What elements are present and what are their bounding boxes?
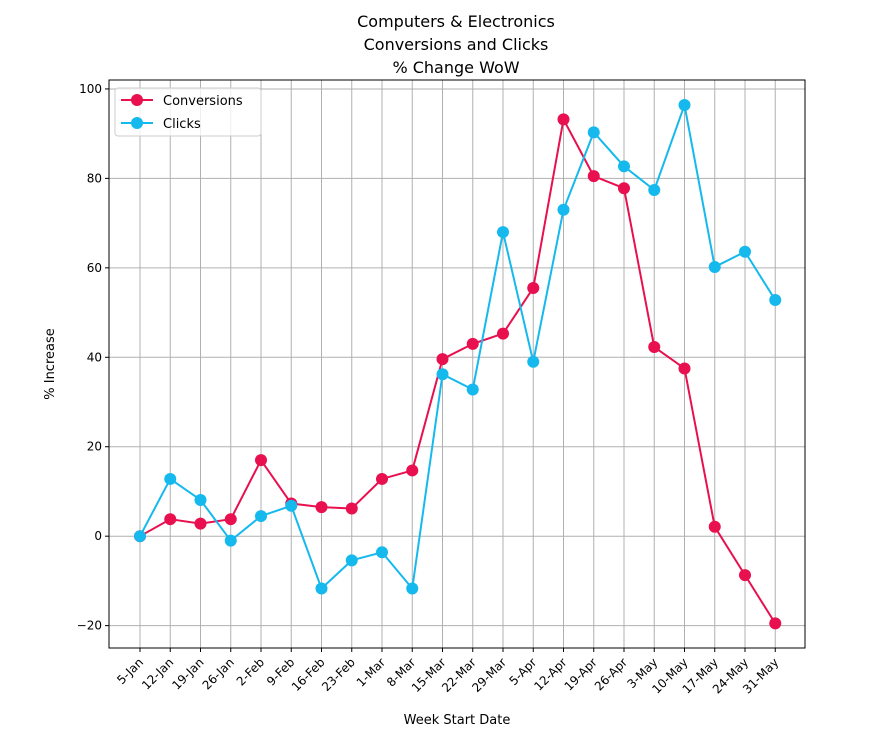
x-tick-label: 12-Apr bbox=[531, 655, 569, 693]
data-point-conversions bbox=[466, 337, 479, 350]
x-tick-label: 1-Mar bbox=[354, 655, 388, 689]
data-point-conversions bbox=[224, 513, 237, 526]
x-tick-label: 26-Apr bbox=[592, 655, 630, 693]
data-point-conversions bbox=[769, 617, 782, 630]
data-point-conversions bbox=[406, 464, 419, 477]
y-tick-label: 80 bbox=[87, 171, 102, 185]
data-point-clicks bbox=[497, 226, 509, 239]
chart-title-line-2: Conversions and Clicks bbox=[364, 35, 549, 54]
legend-swatch-marker bbox=[131, 117, 143, 129]
data-point-conversions bbox=[527, 281, 540, 294]
axis-ticks: 5-Jan12-Jan19-Jan26-Jan2-Feb9-Feb16-Feb2… bbox=[77, 82, 782, 697]
data-point-clicks bbox=[255, 510, 267, 523]
data-point-clicks bbox=[194, 493, 207, 506]
y-tick-label: 0 bbox=[94, 529, 102, 543]
data-point-conversions bbox=[497, 327, 509, 340]
data-point-clicks bbox=[285, 499, 298, 512]
legend-label: Conversions bbox=[163, 94, 243, 109]
y-tick-label: 20 bbox=[87, 440, 102, 454]
data-point-clicks bbox=[376, 546, 388, 559]
legend-item-conversions: Conversions bbox=[121, 94, 243, 109]
data-point-clicks bbox=[557, 203, 570, 216]
data-point-conversions bbox=[376, 472, 388, 485]
legend-item-clicks: Clicks bbox=[121, 117, 201, 132]
data-point-clicks bbox=[618, 160, 630, 173]
data-point-clicks bbox=[224, 534, 237, 547]
y-tick-label: 60 bbox=[87, 261, 102, 275]
x-tick-label: 19-Jan bbox=[169, 655, 206, 692]
data-point-clicks bbox=[587, 126, 600, 139]
data-point-clicks bbox=[345, 554, 358, 567]
data-point-clicks bbox=[678, 99, 691, 112]
x-tick-label: 19-Apr bbox=[562, 655, 600, 693]
data-point-conversions bbox=[618, 182, 630, 195]
data-point-conversions bbox=[255, 454, 267, 467]
data-point-conversions bbox=[345, 502, 358, 515]
chart-title-line-3: % Change WoW bbox=[392, 58, 519, 77]
y-tick-label: 100 bbox=[79, 82, 102, 96]
data-point-conversions bbox=[164, 513, 177, 526]
series-line-conversions bbox=[139, 118, 777, 624]
series-clicks bbox=[134, 99, 782, 595]
data-point-clicks bbox=[769, 294, 782, 307]
data-point-clicks bbox=[527, 355, 540, 368]
x-tick-label: 23-Feb bbox=[319, 655, 358, 694]
y-axis-label: % Increase bbox=[43, 328, 58, 400]
legend-label: Clicks bbox=[163, 117, 201, 132]
series-line-clicks bbox=[139, 104, 777, 590]
data-point-clicks bbox=[164, 472, 177, 485]
x-tick-label: 12-Jan bbox=[139, 655, 176, 692]
data-point-conversions bbox=[708, 520, 721, 533]
y-tick-label: 40 bbox=[87, 350, 102, 364]
series-layer bbox=[134, 99, 782, 630]
data-point-clicks bbox=[406, 582, 419, 595]
chart-title: Computers & Electronics Conversions and … bbox=[357, 12, 555, 77]
data-point-clicks bbox=[648, 184, 661, 197]
grid bbox=[109, 80, 805, 648]
legend-swatch-marker bbox=[131, 94, 143, 106]
data-point-clicks bbox=[436, 368, 449, 381]
x-tick-label: 2-Feb bbox=[234, 655, 267, 688]
data-point-clicks bbox=[134, 530, 146, 543]
data-point-conversions bbox=[315, 501, 328, 514]
plot-frame bbox=[108, 79, 806, 649]
data-point-clicks bbox=[708, 260, 721, 273]
legend: Conversions Clicks bbox=[114, 87, 262, 137]
data-point-conversions bbox=[557, 113, 570, 126]
data-point-conversions bbox=[648, 341, 661, 354]
data-point-clicks bbox=[739, 245, 751, 258]
x-tick-label: 26-Jan bbox=[200, 655, 237, 692]
x-tick-label: 29-Mar bbox=[469, 655, 509, 695]
data-point-conversions bbox=[739, 569, 751, 582]
data-point-conversions bbox=[587, 170, 600, 183]
y-tick-label: −20 bbox=[77, 619, 102, 633]
series-conversions bbox=[134, 113, 782, 630]
data-point-clicks bbox=[466, 383, 479, 396]
data-point-conversions bbox=[194, 517, 207, 530]
chart-title-line-1: Computers & Electronics bbox=[357, 12, 555, 31]
data-point-conversions bbox=[678, 362, 691, 375]
data-point-clicks bbox=[315, 582, 328, 595]
x-axis-label: Week Start Date bbox=[404, 713, 511, 728]
data-point-conversions bbox=[436, 353, 449, 366]
